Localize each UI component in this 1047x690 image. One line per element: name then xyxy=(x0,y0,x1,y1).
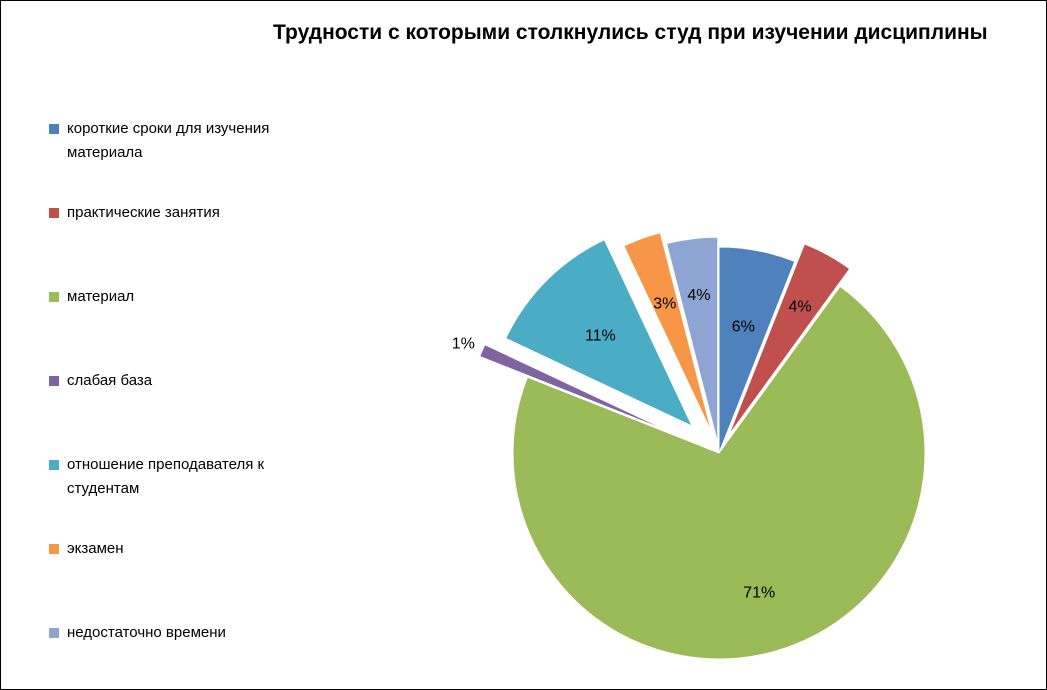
pie-slice xyxy=(728,243,851,436)
pie-slice xyxy=(512,285,926,660)
chart-title: Трудности с которыми столкнулись студ пр… xyxy=(273,21,988,44)
data-label: 1% xyxy=(452,335,475,352)
legend-label: короткие сроки для изучения материала xyxy=(67,120,270,161)
legend-item: практические занятия xyxy=(49,201,319,225)
legend-item: недостаточно времени xyxy=(49,621,319,645)
legend-label: слабая база xyxy=(67,372,153,389)
legend-swatch xyxy=(49,628,59,638)
legend-label: практические занятия xyxy=(67,204,220,221)
legend-label: отношение преподавателя к студентам xyxy=(67,456,265,497)
data-label: 11% xyxy=(585,327,616,344)
data-label: 4% xyxy=(687,287,710,304)
pie-slice xyxy=(623,232,713,433)
legend-swatch xyxy=(49,124,59,134)
data-label: 6% xyxy=(732,319,755,336)
pie-slice xyxy=(665,236,719,444)
legend-swatch xyxy=(49,292,59,302)
legend-swatch xyxy=(49,544,59,554)
legend-label: экзамен xyxy=(67,540,124,557)
legend-item: отношение преподавателя к студентам xyxy=(49,453,319,501)
legend-label: материал xyxy=(67,288,135,305)
data-label: 3% xyxy=(653,295,676,312)
legend-label: недостаточно времени xyxy=(67,624,226,641)
legend-item: слабая база xyxy=(49,369,319,393)
data-label: 71% xyxy=(743,584,775,601)
legend-item: материал xyxy=(49,285,319,309)
legend-swatch xyxy=(49,208,59,218)
pie-slice xyxy=(505,239,694,428)
legend-swatch xyxy=(49,460,59,470)
legend-item: короткие сроки для изучения материала xyxy=(49,117,319,165)
legend-swatch xyxy=(49,376,59,386)
legend-item: экзамен xyxy=(49,537,319,561)
pie-slice xyxy=(479,343,672,433)
pie-slice xyxy=(718,246,796,454)
data-label: 4% xyxy=(789,299,812,316)
